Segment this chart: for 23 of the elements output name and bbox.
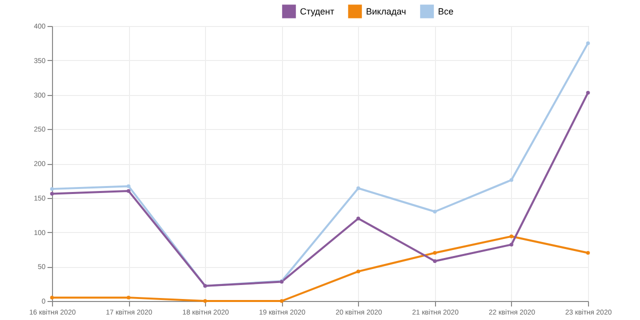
point bbox=[203, 299, 208, 303]
point bbox=[432, 259, 437, 263]
point bbox=[432, 210, 437, 214]
point bbox=[510, 178, 514, 182]
point bbox=[50, 192, 54, 196]
legend-label: Студент bbox=[300, 6, 334, 16]
point bbox=[586, 90, 590, 95]
point bbox=[356, 270, 360, 274]
legend-label: Все bbox=[438, 6, 454, 16]
point bbox=[50, 187, 54, 191]
point bbox=[280, 299, 284, 303]
point bbox=[432, 251, 437, 255]
point bbox=[126, 184, 130, 188]
point bbox=[356, 186, 360, 190]
point bbox=[50, 296, 54, 300]
point bbox=[126, 296, 130, 300]
point bbox=[586, 251, 590, 255]
legend-label: Викладач bbox=[366, 6, 406, 16]
point bbox=[126, 189, 130, 193]
point bbox=[510, 242, 514, 246]
point bbox=[510, 234, 514, 238]
point bbox=[586, 41, 590, 46]
point bbox=[356, 216, 360, 220]
